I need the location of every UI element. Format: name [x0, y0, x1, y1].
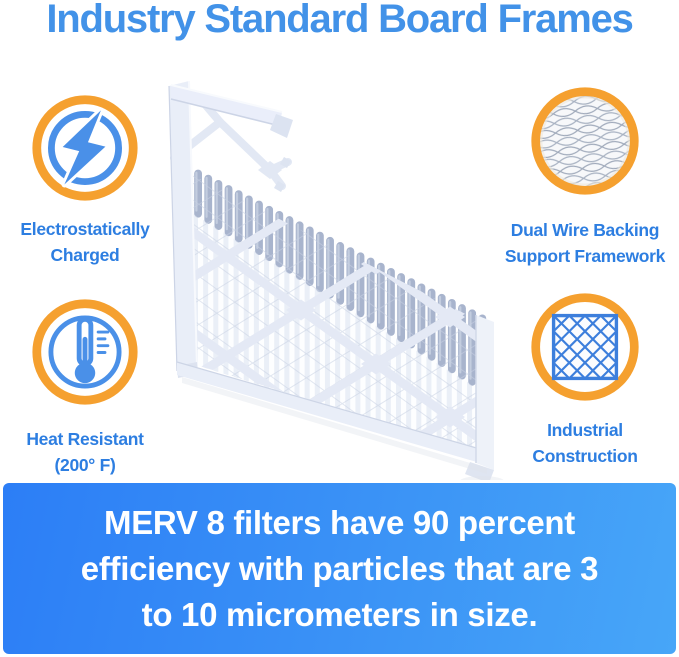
feature-electrostatically-charged: Electrostatically Charged	[9, 92, 161, 268]
air-filter-render	[168, 80, 504, 486]
feature-label: Dual Wire Backing Support Framework	[504, 217, 666, 269]
feature-label-line: Industrial	[547, 420, 623, 440]
feature-label-line: Heat Resistant	[26, 429, 144, 449]
feature-label: Electrostatically Charged	[20, 216, 149, 268]
feature-heat-resistant: Heat Resistant (200° F)	[9, 296, 161, 478]
banner-line: to 10 micrometers in size.	[141, 596, 538, 633]
page-title: Industry Standard Board Frames	[46, 0, 634, 41]
banner-line: efficiency with particles that are 3	[80, 550, 599, 587]
lattice-grid-icon	[527, 289, 643, 410]
feature-dual-wire-backing: Dual Wire Backing Support Framework	[498, 83, 672, 269]
feature-label-line: (200° F)	[54, 455, 116, 475]
feature-label-line: Support Framework	[504, 246, 666, 266]
product-image-air-filter	[160, 72, 505, 486]
feature-label: Heat Resistant (200° F)	[26, 426, 144, 478]
banner-line: MERV 8 filters have 90 percent	[104, 504, 575, 541]
thermometer-icon	[29, 296, 141, 413]
feature-label-line: Dual Wire Backing	[510, 220, 660, 240]
feature-label-line: Charged	[50, 245, 120, 265]
feature-industrial-construction: Industrial Construction	[498, 289, 672, 469]
lightning-bolt-icon	[29, 92, 141, 209]
info-banner: MERV 8 filters have 90 percent efficienc…	[3, 483, 676, 654]
feature-label-line: Construction	[532, 446, 638, 466]
feature-label-line: Electrostatically	[20, 219, 150, 239]
feature-label: Industrial Construction	[532, 417, 638, 469]
wire-mesh-icon	[527, 83, 643, 204]
